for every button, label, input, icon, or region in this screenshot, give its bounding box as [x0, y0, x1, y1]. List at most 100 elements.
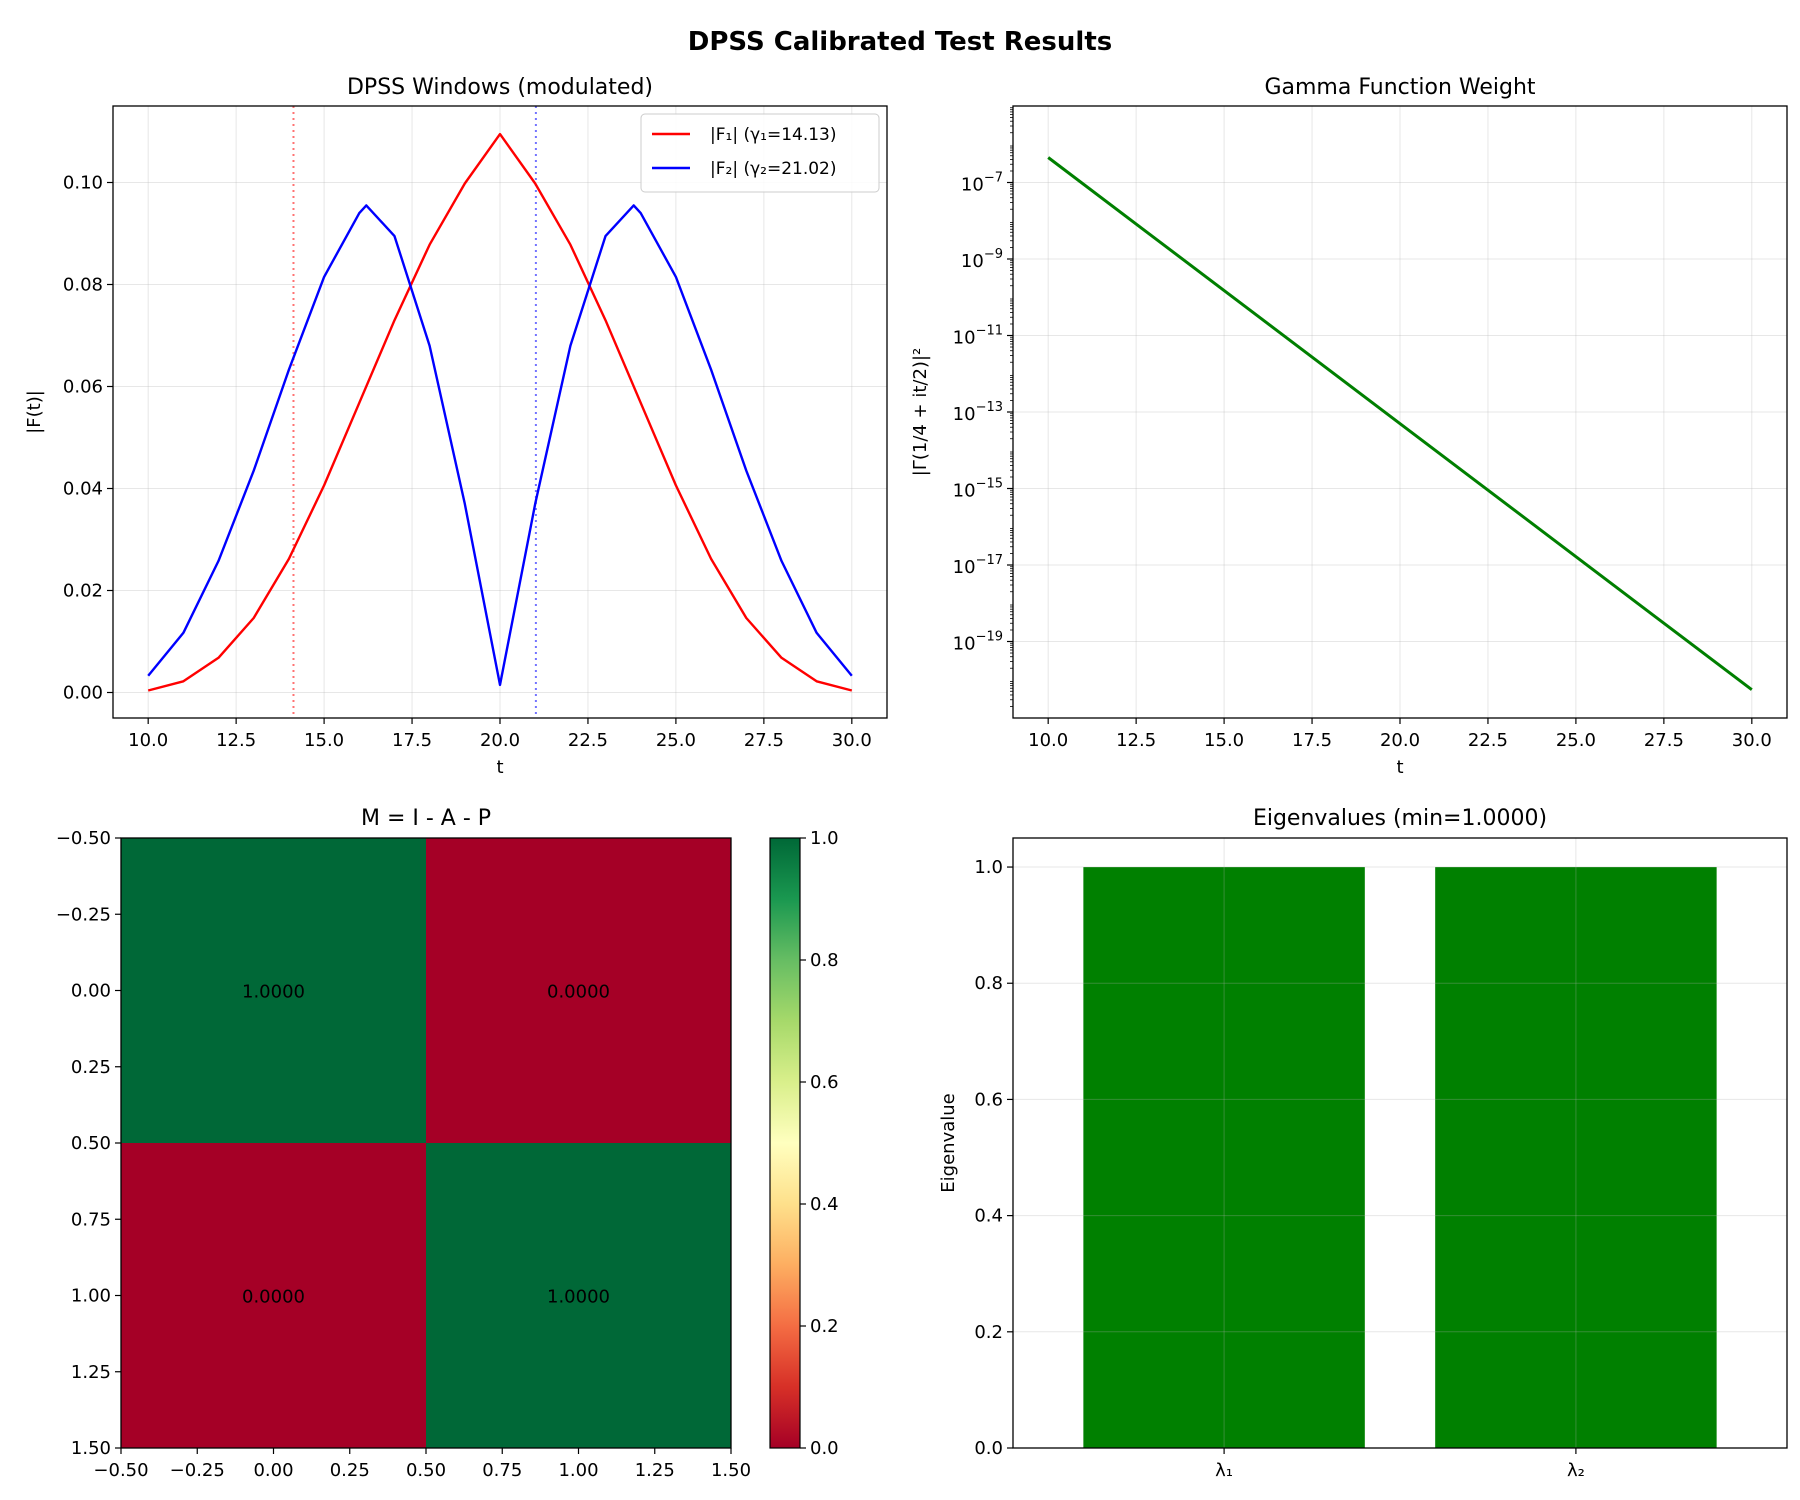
gamma-y-tick-label: 10−7: [961, 171, 1003, 196]
eigenvalue-category-label: λ₂: [1567, 1460, 1585, 1481]
dpss-series-f2: [147, 204, 853, 687]
heatmap-y-tick-label: 0.50: [71, 1133, 111, 1154]
eigenvalue-ylabel: Eigenvalue: [938, 1093, 959, 1192]
dpss-x-tick-label: 15.0: [304, 730, 344, 751]
gamma-grid: [1013, 106, 1787, 718]
heatmap-y-tick-label: −0.25: [56, 904, 111, 925]
legend-label-f2: |F₂| (γ₂=21.02): [710, 159, 837, 179]
dpss-ylabel: |F(t)|: [24, 390, 45, 434]
dpss-x-tick-label: 25.0: [656, 730, 696, 751]
heatmap-cell: [121, 1143, 426, 1448]
gamma-y-tick-label: 10−15: [953, 477, 1003, 502]
eigenvalue-y-tick-label: 0.6: [974, 1089, 1003, 1110]
colorbar-ticks: 0.0 0.2 0.4 0.6 0.8 1.0: [800, 828, 839, 1459]
heatmap-y-tick-label: 0.00: [71, 981, 111, 1002]
gamma-y-tick-label: 10−13: [953, 400, 1003, 425]
gamma-weight-line: [1047, 156, 1753, 691]
gamma-x-tick-label: 12.5: [1116, 730, 1156, 751]
eigenvalue-y-tick-label: 0.0: [974, 1438, 1003, 1459]
dpss-y-tick-label: 0.04: [63, 479, 103, 500]
eigenvalue-y-tick-label: 0.4: [974, 1206, 1003, 1227]
heatmap-x-tick-label: −0.25: [170, 1460, 225, 1481]
heatmap-x-tick-label: 1.25: [635, 1460, 675, 1481]
gamma-series: [1047, 156, 1753, 691]
dpss-windows-title: DPSS Windows (modulated): [347, 75, 653, 100]
eigenvalue-y-tick-label: 1.0: [974, 857, 1003, 878]
gamma-x-tick-label: 10.0: [1028, 730, 1068, 751]
eigenvalue-category-label: λ₁: [1215, 1460, 1233, 1481]
gamma-x-tick-label: 22.5: [1468, 730, 1508, 751]
heatmap-x-tick-label: 0.75: [482, 1460, 522, 1481]
eigenvalue-bars: [1083, 867, 1717, 1448]
heatmap-x-tick-label: 0.00: [253, 1460, 293, 1481]
figure-suptitle: DPSS Calibrated Test Results: [688, 27, 1112, 57]
gamma-x-tick-label: 27.5: [1644, 730, 1684, 751]
eigenvalue-ticks: λ₁ λ₂ 0.0 0.2 0.4 0.6 0.8 1.0: [974, 857, 1584, 1481]
colorbar-tick-label: 0.0: [810, 1438, 839, 1459]
eigenvalue-bar: [1083, 867, 1365, 1448]
gamma-xlabel: t: [1396, 757, 1403, 778]
colorbar: [769, 837, 801, 1449]
dpss-y-tick-label: 0.00: [63, 683, 103, 704]
dpss-legend-box: [640, 113, 880, 193]
heatmap-y-tick-label: 1.50: [71, 1438, 111, 1459]
dpss-x-tick-label: 17.5: [392, 730, 432, 751]
heatmap-cell-label: 0.0000: [242, 1287, 305, 1308]
heatmap-cell: [426, 1143, 731, 1448]
dpss-x-tick-label: 20.0: [480, 730, 520, 751]
gamma-x-tick-label: 15.0: [1204, 730, 1244, 751]
eigenvalue-title: Eigenvalues (min=1.0000): [1253, 806, 1547, 831]
heatmap-y-tick-label: 1.00: [71, 1286, 111, 1307]
dpss-y-tick-label: 0.08: [63, 275, 103, 296]
colorbar-tick-label: 0.8: [810, 950, 839, 971]
heatmap-title: M = I - A - P: [361, 806, 491, 831]
matrix-heatmap-panel: M = I - A - P 1.0000 0.0000 0.0000 1.0000 −…: [56, 806, 839, 1481]
gamma-y-tick-label: 10−11: [953, 324, 1003, 349]
heatmap-cell-label: 0.0000: [547, 982, 610, 1003]
heatmap-y-tick-label: 1.25: [71, 1362, 111, 1383]
heatmap-cell: [426, 838, 731, 1143]
dpss-ticks: 10.0 12.5 15.0 17.5 20.0 22.5 25.0 27.5 30.0 0.00…: [63, 173, 872, 752]
heatmap-y-tick-label: −0.50: [56, 828, 111, 849]
dpss-windows-panel: DPSS Windows (modulated) 10.0 12.5 15.0 17.…: [24, 75, 888, 778]
dpss-y-tick-label: 0.02: [63, 581, 103, 602]
dpss-x-tick-label: 10.0: [128, 730, 168, 751]
heatmap-x-tick-label: 0.50: [406, 1460, 446, 1481]
dpss-series: [147, 132, 853, 692]
eigenvalue-y-tick-label: 0.8: [974, 973, 1003, 994]
heatmap-cells: 1.0000 0.0000 0.0000 1.0000: [121, 838, 731, 1448]
heatmap-y-tick-label: 0.75: [71, 1209, 111, 1230]
eigenvalue-bar: [1435, 867, 1717, 1448]
gamma-weight-panel: Gamma Function Weight 10.0 12.5 15.0 17.5 20…: [910, 75, 1788, 778]
gamma-x-tick-label: 30.0: [1732, 730, 1772, 751]
dpss-series-f1: [147, 132, 853, 692]
eigenvalue-axes-frame: [1012, 837, 1788, 1449]
colorbar-tick-label: 0.2: [810, 1316, 839, 1337]
eigenvalue-y-tick-label: 0.2: [974, 1322, 1003, 1343]
dpss-y-tick-label: 0.06: [63, 377, 103, 398]
dpss-legend: |F₁| (γ₁=14.13) |F₂| (γ₂=21.02): [640, 113, 880, 193]
dpss-y-tick-label: 0.10: [63, 173, 103, 194]
heatmap-x-tick-label: −0.50: [93, 1460, 148, 1481]
gamma-x-tick-label: 20.0: [1380, 730, 1420, 751]
dpss-reference-lines: [292, 106, 537, 718]
heatmap-x-tick-label: 1.50: [711, 1460, 751, 1481]
dpss-x-tick-label: 30.0: [832, 730, 872, 751]
dpss-x-tick-label: 12.5: [216, 730, 256, 751]
gamma-y-tick-label: 10−17: [953, 553, 1003, 578]
heatmap-x-tick-label: 1.00: [558, 1460, 598, 1481]
gamma-weight-title: Gamma Function Weight: [1264, 75, 1535, 100]
dpss-grid: [113, 106, 887, 718]
heatmap-x-tick-label: 0.25: [330, 1460, 370, 1481]
gamma-x-tick-label: 17.5: [1292, 730, 1332, 751]
dpss-x-tick-label: 27.5: [744, 730, 784, 751]
heatmap-y-tick-label: 0.25: [71, 1057, 111, 1078]
heatmap-ticks: −0.50 −0.25 0.00 0.25 0.50 0.75 1.00 1.25 1.50−0…: [56, 828, 751, 1481]
dpss-x-tick-label: 22.5: [568, 730, 608, 751]
dpss-xlabel: t: [496, 757, 503, 778]
colorbar-tick-label: 1.0: [810, 828, 839, 849]
gamma-y-tick-label: 10−9: [961, 247, 1003, 272]
eigenvalue-panel: Eigenvalues (min=1.0000) λ₁ λ₂ 0.0 0.2 0.4 0.…: [938, 806, 1788, 1481]
gamma-x-tick-label: 25.0: [1556, 730, 1596, 751]
